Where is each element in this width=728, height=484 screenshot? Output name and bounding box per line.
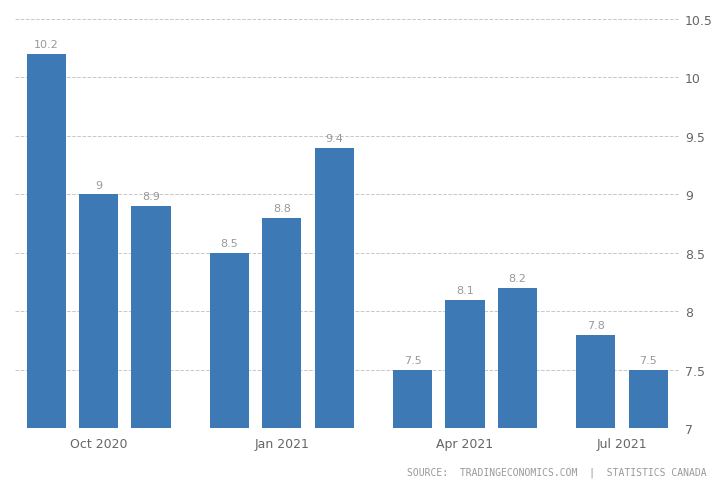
Bar xyxy=(498,288,537,484)
Text: 8.5: 8.5 xyxy=(221,239,239,249)
Bar xyxy=(79,195,119,484)
Text: 8.9: 8.9 xyxy=(142,192,160,202)
Text: 7.5: 7.5 xyxy=(404,355,422,365)
Text: 8.1: 8.1 xyxy=(456,286,474,295)
Bar xyxy=(210,253,249,484)
Text: 7.8: 7.8 xyxy=(587,320,605,331)
Text: 8.8: 8.8 xyxy=(273,204,290,213)
Bar xyxy=(314,148,354,484)
Text: 7.5: 7.5 xyxy=(639,355,657,365)
Bar xyxy=(262,218,301,484)
Text: 9.4: 9.4 xyxy=(325,134,343,144)
Text: 10.2: 10.2 xyxy=(34,40,59,50)
Bar xyxy=(446,300,485,484)
Text: 9: 9 xyxy=(95,181,103,190)
Bar xyxy=(577,335,615,484)
Bar xyxy=(27,55,66,484)
Bar xyxy=(393,370,432,484)
Bar xyxy=(628,370,668,484)
Text: SOURCE:  TRADINGECONOMICS.COM  |  STATISTICS CANADA: SOURCE: TRADINGECONOMICS.COM | STATISTIC… xyxy=(406,466,706,477)
Text: 8.2: 8.2 xyxy=(508,274,526,284)
Bar xyxy=(132,207,170,484)
